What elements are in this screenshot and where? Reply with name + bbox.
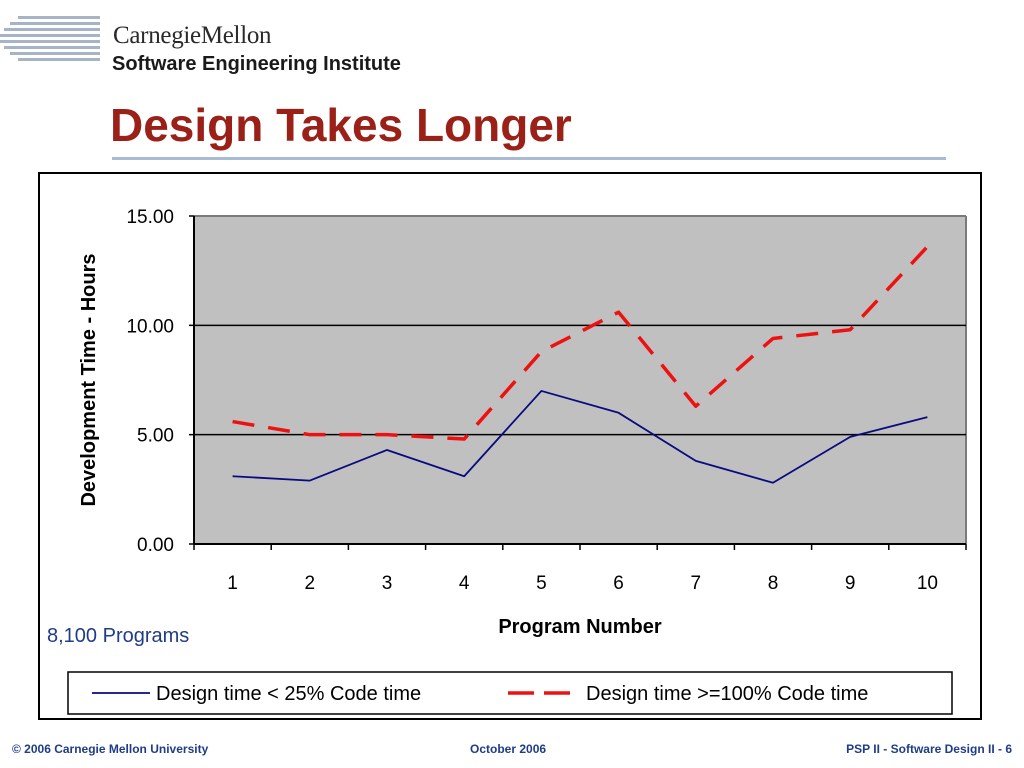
footer-slide-number: PSP II - Software Design II - 6	[846, 742, 1012, 756]
y-tick-label: 10.00	[126, 316, 174, 337]
legend-label-1: Design time < 25% Code time	[156, 683, 421, 705]
x-tick-label: 3	[382, 573, 393, 594]
x-tick-label: 10	[917, 573, 938, 594]
series-line-2	[232, 245, 929, 441]
x-tick-label: 8	[768, 573, 779, 594]
legend-label-2: Design time >=100% Code time	[586, 683, 868, 705]
x-tick-label: 6	[613, 573, 624, 594]
y-tick-label: 15.00	[126, 207, 174, 228]
x-tick-label: 2	[305, 573, 316, 594]
x-tick-label: 4	[459, 573, 470, 594]
chart-container: 0.00 5.00 10.00 15.00 1 2 3 4 5 6 7 8 9 10 Program Num…	[38, 172, 982, 720]
x-tick-label: 1	[227, 573, 238, 594]
brand-subtitle: Software Engineering Institute	[112, 53, 401, 75]
page-title: Design Takes Longer	[110, 99, 572, 151]
x-tick-label: 5	[536, 573, 547, 594]
plot-area	[194, 216, 966, 544]
y-axis-title: Development Time - Hours	[78, 253, 100, 506]
sei-logo-icon	[0, 16, 100, 61]
y-tick-label: 5.00	[137, 426, 174, 447]
x-tick-label: 9	[845, 573, 856, 594]
title-divider	[112, 157, 946, 160]
line-chart: 0.00 5.00 10.00 15.00 1 2 3 4 5 6 7 8 9 10 Program Num…	[67, 207, 967, 715]
programs-note: 8,100 Programs	[47, 625, 190, 647]
x-tick-label: 7	[691, 573, 702, 594]
series-line-1	[232, 390, 928, 484]
footer-copyright: © 2006 Carnegie Mellon University	[12, 742, 209, 756]
footer-date: October 2006	[470, 742, 547, 756]
x-axis-title: Program Number	[498, 616, 662, 638]
y-tick-label: 0.00	[137, 535, 174, 556]
brand-name: CarnegieMellon	[113, 22, 272, 49]
